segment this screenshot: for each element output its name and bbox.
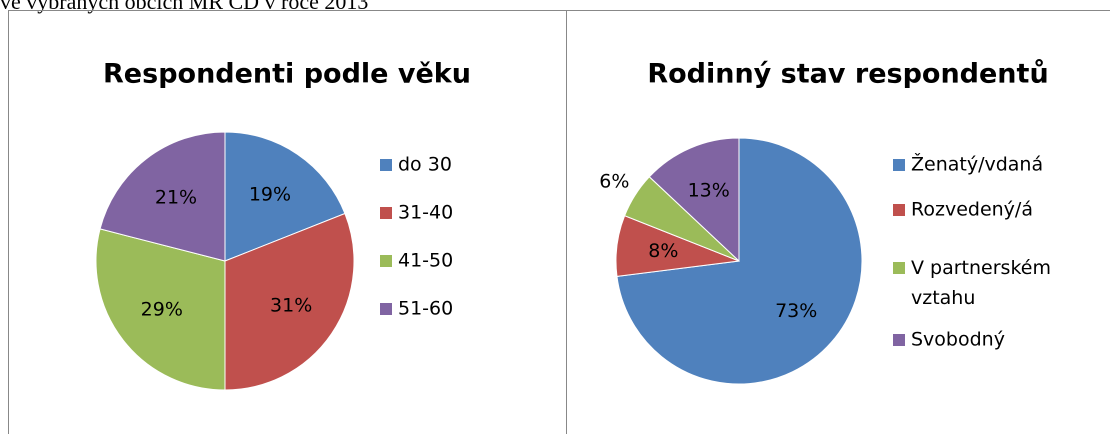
legend-label: V partnerském vztahu: [911, 257, 1051, 309]
legend-swatch: [380, 303, 392, 315]
legend-swatch: [893, 159, 905, 171]
legend-swatch: [893, 204, 905, 216]
legend-line: vztahu: [911, 287, 975, 309]
data-label: 21%: [155, 186, 197, 208]
pie-slice: [95, 228, 226, 391]
data-label: 29%: [141, 299, 183, 321]
data-label: 19%: [249, 183, 291, 205]
chart-frame: [566, 10, 1110, 434]
pie-slice: [224, 131, 346, 262]
legend-label: 31-40: [398, 202, 453, 224]
data-label: 31%: [270, 294, 312, 316]
data-label: 8%: [648, 240, 678, 262]
legend-label: 51-60: [398, 298, 453, 320]
legend-swatch: [380, 255, 392, 267]
pie-slice: [99, 131, 226, 262]
data-label: 6%: [599, 170, 629, 192]
legend-label: 41-50: [398, 250, 453, 272]
legend-label: Rozvedený/á: [911, 199, 1033, 221]
data-label: 13%: [688, 180, 730, 202]
data-label: 73%: [775, 300, 817, 322]
legend-label: Svobodný: [911, 329, 1005, 351]
chart-title: Respondenti podle věku: [103, 59, 471, 90]
pie-slice: [224, 212, 355, 391]
legend-swatch: [380, 159, 392, 171]
legend-line: V partnerském: [911, 257, 1051, 279]
legend-label: do 30: [398, 154, 452, 176]
legend-swatch: [380, 207, 392, 219]
chart-title: Rodinný stav respondentů: [647, 59, 1048, 90]
caption: ve vybraných obcích MR CD v roce 2013: [0, 0, 368, 14]
legend-swatch: [893, 334, 905, 346]
pie-slice: [648, 137, 740, 263]
legend-label: Ženatý/vdaná: [911, 153, 1043, 176]
legend-swatch: [893, 262, 905, 274]
